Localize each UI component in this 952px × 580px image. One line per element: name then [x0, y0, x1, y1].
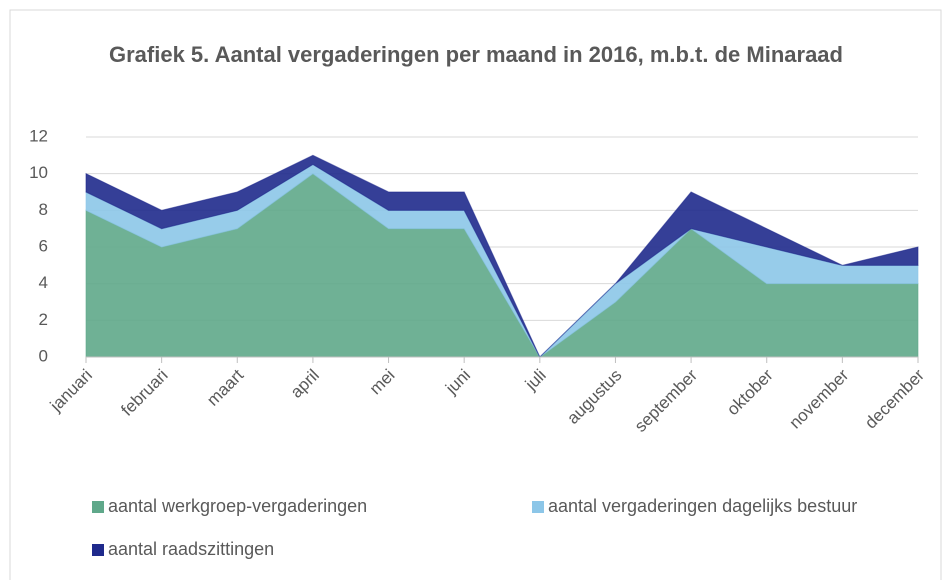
y-tick-label: 12 [29, 126, 48, 145]
legend-label: aantal werkgroep-vergaderingen [108, 496, 367, 516]
x-tick-label: november [785, 365, 852, 432]
legend-swatch [532, 501, 544, 513]
legend-label: aantal vergaderingen dagelijks bestuur [548, 496, 857, 516]
x-tick-label: juni [441, 366, 474, 399]
x-tick-label: december [861, 365, 928, 432]
chart-title: Grafiek 5. Aantal vergaderingen per maan… [109, 42, 843, 67]
y-tick-label: 6 [39, 236, 48, 255]
x-tick-label: augustus [563, 366, 625, 428]
legend-swatch [92, 501, 104, 513]
x-tick-label: april [287, 366, 323, 402]
y-tick-label: 0 [39, 346, 48, 365]
x-tick-label: juli [521, 366, 550, 395]
legend-label: aantal raadszittingen [108, 539, 274, 559]
y-tick-label: 10 [29, 163, 48, 182]
x-tick-label: september [631, 365, 701, 435]
chart-border [9, 9, 942, 580]
x-tick-label: oktober [723, 365, 777, 419]
y-tick-label: 2 [39, 310, 48, 329]
x-tick-label: februari [117, 366, 171, 420]
legend-swatch [92, 544, 104, 556]
area [85, 154, 919, 358]
x-tick-label: januari [46, 366, 96, 416]
x-tick-label: maart [203, 365, 247, 409]
y-tick-label: 4 [39, 273, 48, 292]
x-tick-label: mei [366, 366, 399, 399]
y-tick-label: 8 [39, 200, 48, 219]
